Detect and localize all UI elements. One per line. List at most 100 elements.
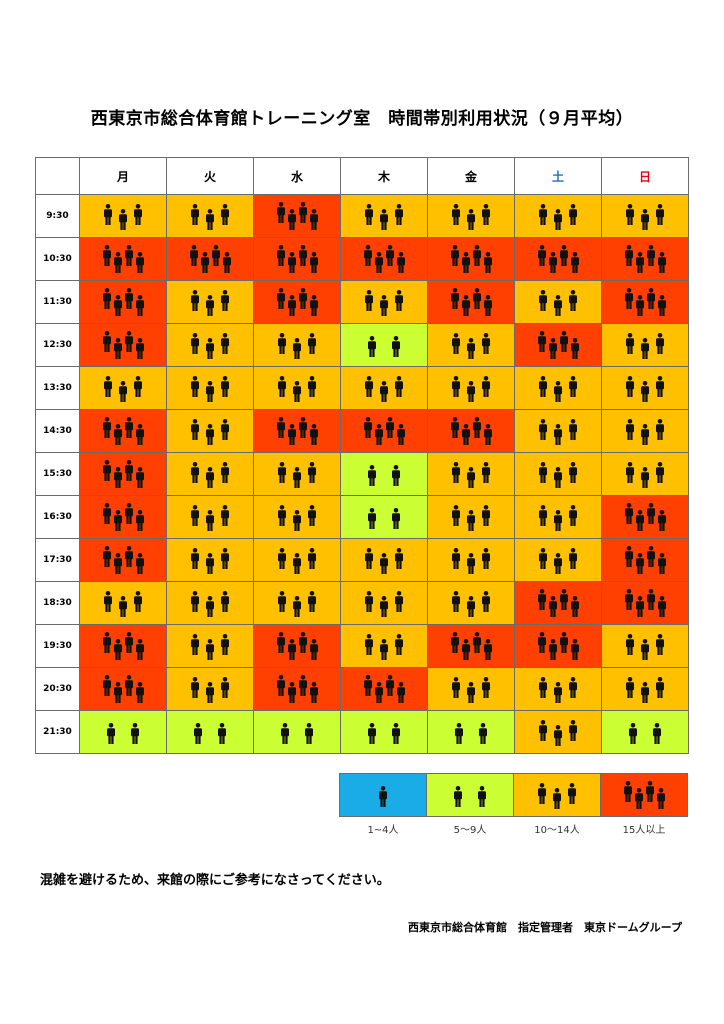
person-icon	[539, 548, 547, 569]
person-icon	[482, 462, 490, 483]
usage-table: 月火水木金土日 9:30 10:30 11:30 12:30 13:30 14:30 15:…	[35, 157, 689, 754]
person-icon	[102, 417, 111, 438]
person-icon	[363, 675, 372, 696]
person-icon	[635, 553, 644, 574]
usage-cell	[79, 366, 167, 410]
person-icon	[124, 288, 133, 309]
usage-cell	[340, 581, 428, 625]
people-icon-group	[537, 245, 579, 273]
person-icon	[206, 381, 214, 402]
people-icon-group	[365, 591, 403, 617]
people-icon-group	[454, 786, 486, 807]
person-icon	[624, 288, 633, 309]
legend-swatch-row	[339, 773, 688, 817]
people-icon-group	[455, 723, 487, 744]
person-icon	[539, 720, 547, 741]
person-icon	[206, 295, 214, 316]
usage-cell	[601, 667, 689, 711]
people-icon-group	[450, 245, 492, 273]
legend-swatch	[426, 773, 514, 817]
person-icon	[635, 295, 644, 316]
people-icon-group	[626, 677, 664, 703]
person-icon	[293, 381, 301, 402]
person-icon	[570, 338, 579, 359]
person-icon	[482, 376, 490, 397]
people-icon-group	[278, 548, 316, 574]
person-icon	[368, 508, 376, 529]
person-icon	[559, 331, 568, 352]
person-icon	[191, 204, 199, 225]
person-icon	[278, 462, 286, 483]
person-icon	[568, 783, 576, 804]
crowd-indicator	[450, 625, 493, 667]
crowd-indicator	[102, 410, 145, 452]
person-icon	[206, 209, 214, 230]
people-icon-group	[278, 591, 316, 617]
usage-cell	[514, 538, 602, 582]
day-header: 日	[601, 157, 689, 195]
people-icon-group	[368, 336, 400, 357]
person-icon	[365, 548, 373, 569]
person-icon	[124, 417, 133, 438]
legend-swatch	[339, 773, 427, 817]
person-icon	[450, 245, 459, 266]
person-icon	[537, 331, 546, 352]
person-icon	[308, 333, 316, 354]
crowd-indicator	[538, 281, 578, 323]
person-icon	[287, 424, 296, 445]
person-icon	[554, 467, 562, 488]
usage-cell	[340, 280, 428, 324]
person-icon	[646, 546, 655, 567]
person-icon	[472, 288, 481, 309]
crowd-indicator	[190, 539, 230, 581]
crowd-indicator	[193, 711, 227, 753]
person-icon	[102, 245, 111, 266]
usage-cell	[79, 495, 167, 539]
person-icon	[365, 634, 373, 655]
person-icon	[395, 591, 403, 612]
person-icon	[452, 462, 460, 483]
usage-cell	[427, 624, 515, 668]
person-icon	[211, 245, 220, 266]
people-icon-group	[363, 245, 405, 273]
person-icon	[191, 290, 199, 311]
crowd-indicator	[102, 238, 145, 280]
person-icon	[194, 723, 202, 744]
person-icon	[102, 288, 111, 309]
person-icon	[656, 376, 664, 397]
crowd-indicator	[538, 453, 578, 495]
person-icon	[113, 553, 122, 574]
people-icon-group	[276, 245, 318, 273]
usage-cell	[514, 452, 602, 496]
people-icon-group	[278, 376, 316, 402]
person-icon	[368, 723, 376, 744]
usage-cell	[340, 538, 428, 582]
crowd-indicator	[103, 582, 143, 624]
person-icon	[452, 204, 460, 225]
person-icon	[392, 723, 400, 744]
person-icon	[298, 245, 307, 266]
person-icon	[539, 419, 547, 440]
crowd-indicator	[277, 367, 317, 409]
person-icon	[569, 548, 577, 569]
person-icon	[124, 245, 133, 266]
crowd-indicator	[102, 539, 145, 581]
usage-cell	[340, 710, 428, 754]
crowd-indicator	[538, 711, 578, 753]
people-icon-group	[189, 245, 231, 273]
usage-cell	[166, 323, 254, 367]
people-icon-group	[450, 288, 492, 316]
crowd-indicator	[190, 410, 230, 452]
crowd-indicator	[450, 410, 493, 452]
person-icon	[124, 632, 133, 653]
people-icon-group	[626, 204, 664, 230]
person-icon	[191, 677, 199, 698]
usage-cell	[514, 237, 602, 281]
person-icon	[623, 781, 632, 802]
person-icon	[641, 467, 649, 488]
person-icon	[102, 675, 111, 696]
person-icon	[472, 245, 481, 266]
crowd-indicator	[538, 539, 578, 581]
person-icon	[189, 245, 198, 266]
person-icon	[221, 677, 229, 698]
